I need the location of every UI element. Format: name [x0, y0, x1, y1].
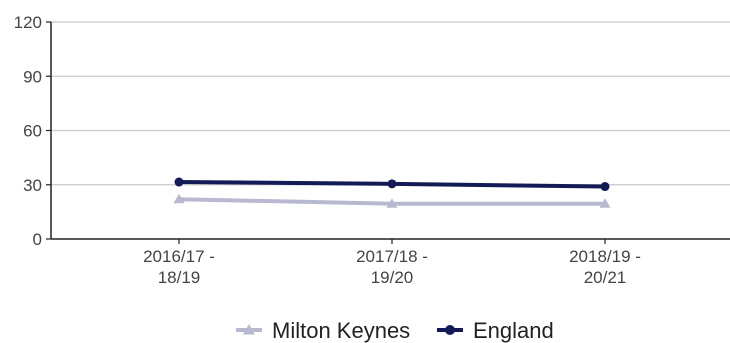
legend-marker-icon [445, 325, 455, 335]
y-tick-label: 90 [23, 67, 42, 86]
y-tick-label: 30 [23, 176, 42, 195]
legend-label: England [473, 318, 554, 343]
x-tick-label: 2017/18 - [356, 247, 428, 266]
data-point [600, 182, 610, 192]
data-point [173, 193, 185, 204]
x-tick-label: 2016/17 - [143, 247, 215, 266]
x-tick-label: 18/19 [158, 268, 201, 287]
x-axis-tick-labels: 2016/17 - 18/19 2017/18 - 19/20 2018/19 - 20/… [143, 239, 641, 287]
y-axis-tick-labels: 0 30 60 90 120 [14, 13, 42, 249]
legend-marker-icon [243, 324, 255, 335]
x-tick-label: 20/21 [584, 268, 627, 287]
gridlines [46, 21, 730, 240]
legend: Milton Keynes England [236, 318, 554, 343]
y-tick-label: 60 [23, 122, 42, 141]
legend-label: Milton Keynes [272, 318, 410, 343]
series-lines [173, 177, 611, 208]
data-point [387, 179, 397, 189]
x-tick-label: 19/20 [371, 268, 414, 287]
data-point [599, 198, 611, 208]
data-point [386, 198, 398, 208]
axes [50, 22, 730, 240]
y-tick-label: 120 [14, 13, 42, 32]
y-tick-label: 0 [33, 230, 42, 249]
data-point [174, 177, 184, 187]
x-tick-label: 2018/19 - [569, 247, 641, 266]
